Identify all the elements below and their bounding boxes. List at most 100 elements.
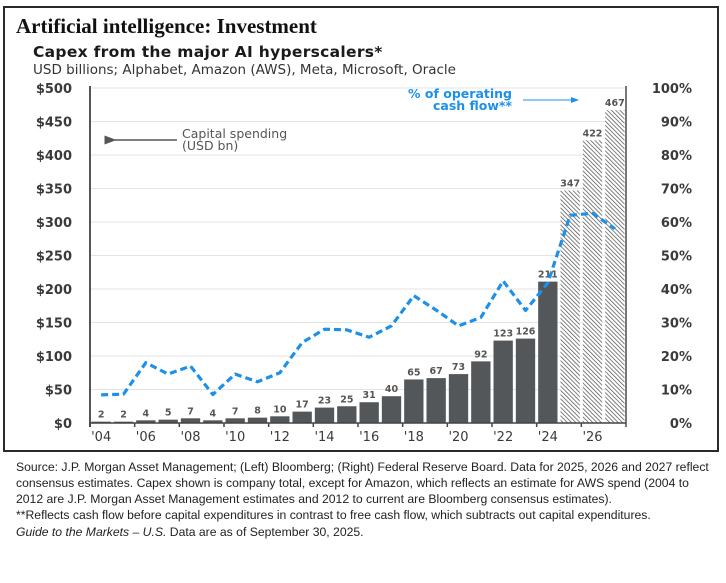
bar-value-label: 126 (516, 327, 536, 338)
y-right-tick-label: 20% (661, 350, 692, 365)
bar-value-label: 7 (232, 406, 239, 417)
bar-estimate (605, 110, 625, 424)
x-tick-label: '16 (359, 430, 379, 445)
chart-subtitle: USD billions; Alphabet, Amazon (AWS), Me… (33, 62, 456, 78)
bar (337, 406, 357, 423)
bar (314, 407, 335, 423)
y-right-tick-label: 50% (661, 250, 692, 265)
y-left-tick-label: $250 (36, 250, 72, 265)
bar (471, 361, 491, 423)
chart-title: Capex from the major AI hyperscalers* (33, 43, 383, 61)
bar-value-label: 67 (430, 366, 443, 377)
capital-spending-label: Capital spending (182, 126, 287, 141)
bar (359, 402, 379, 423)
data-as-of: Data are as of September 30, 2025. (166, 525, 364, 539)
bar-value-label: 25 (340, 394, 353, 405)
bar (515, 338, 536, 423)
bar (158, 419, 178, 423)
bar (493, 340, 513, 423)
bar-value-label: 65 (407, 367, 420, 378)
y-right-tick-label: 90% (661, 116, 692, 131)
x-tick-label: '22 (493, 430, 513, 445)
bar-value-label: 40 (385, 384, 399, 395)
bar-value-label: 23 (318, 396, 331, 407)
bar-value-label: 92 (474, 349, 487, 360)
footnotes: Source: J.P. Morgan Asset Management; (L… (16, 459, 716, 540)
bar (203, 420, 223, 423)
bar (270, 416, 290, 423)
y-right-tick-label: 70% (661, 183, 692, 198)
x-tick-label: '10 (225, 430, 245, 445)
cash-flow-label-line2: cash flow** (433, 98, 512, 113)
bar (180, 418, 201, 423)
bar-value-label: 347 (560, 179, 580, 190)
bar-value-label: 2 (120, 410, 127, 421)
bar (538, 281, 558, 423)
capital-spending-annotation: Capital spending (USD bn) (104, 126, 287, 153)
bar-value-label: 10 (273, 404, 287, 415)
x-tick-label: '06 (136, 430, 156, 445)
bar (426, 378, 446, 423)
x-tick-label: '26 (582, 430, 602, 445)
bar-value-label: 2 (98, 410, 105, 421)
x-tick-label: '08 (180, 430, 200, 445)
bar-value-label: 8 (254, 406, 261, 417)
bar-value-label: 5 (165, 408, 172, 419)
x-tick-label: '04 (91, 430, 111, 445)
bar (381, 396, 402, 423)
y-right-tick-label: 100% (652, 82, 692, 97)
bar-value-label: 422 (583, 128, 603, 139)
bar-value-label: 123 (493, 329, 513, 340)
x-axis-ticks: '04 '06 '08 '10 '12 '14 '16 '18 '20 '22 '24 '26 (89, 423, 603, 445)
y-right-tick-label: 40% (661, 283, 692, 298)
y-left-tick-label: $150 (36, 317, 72, 332)
y-left-tick-label: $0 (54, 417, 72, 432)
x-tick-label: '24 (538, 430, 558, 445)
cash-flow-line (101, 211, 616, 397)
page-title: Artificial intelligence: Investment (16, 14, 317, 38)
bar-value-label: 17 (296, 400, 309, 411)
cash-flow-note: **Reflects cash flow before capital expe… (16, 508, 651, 522)
y-right-tick-label: 60% (661, 216, 692, 231)
bar (225, 418, 245, 423)
gridlines (90, 87, 626, 390)
y-left-tick-label: $500 (36, 82, 72, 97)
y-left-tick-label: $450 (36, 116, 72, 131)
bar-value-label: 31 (363, 390, 376, 401)
y-axis-left-ticks: $0 $50 $100 $150 $200 $250 $300 $350 $400 $450 $50… (36, 82, 72, 432)
y-left-tick-label: $350 (36, 183, 72, 198)
bar-value-label: 4 (210, 408, 217, 419)
bar-series (91, 110, 625, 424)
y-left-tick-label: $400 (36, 149, 72, 164)
guide-title: Guide to the Markets – U.S. (16, 525, 167, 539)
bar-value-label: 211 (538, 270, 558, 281)
bar-value-label: 467 (605, 98, 625, 109)
y-left-tick-label: $50 (45, 384, 72, 399)
bar (404, 379, 424, 423)
bar-estimate (560, 190, 580, 423)
x-tick-label: '20 (448, 430, 468, 445)
bar-labels: 2 2 4 5 7 4 7 8 10 17 23 25 31 40 65 67 73 92 123 126 211 347… (98, 98, 625, 421)
y-left-tick-label: $200 (36, 283, 72, 298)
bar (136, 420, 156, 423)
y-right-tick-label: 10% (661, 384, 692, 399)
capital-spending-unit-label: (USD bn) (182, 138, 238, 153)
x-tick-label: '14 (314, 430, 334, 445)
bar-estimate (582, 140, 603, 423)
bar (247, 417, 268, 423)
bar-value-label: 4 (143, 408, 150, 419)
y-right-tick-label: 80% (661, 149, 692, 164)
bar-value-label: 7 (187, 406, 194, 417)
x-tick-label: '12 (270, 430, 290, 445)
source-note: Source: J.P. Morgan Asset Management; (L… (16, 460, 709, 506)
bar (448, 374, 469, 423)
y-left-tick-label: $300 (36, 216, 72, 231)
cash-flow-label: % of operating (408, 86, 512, 101)
y-left-tick-label: $100 (36, 350, 72, 365)
data-date-note: Guide to the Markets – U.S. Data are as … (16, 524, 716, 540)
bar (292, 411, 312, 423)
x-tick-label: '18 (404, 430, 424, 445)
y-right-tick-label: 0% (670, 417, 692, 432)
y-axis-right-ticks: 0% 10% 20% 30% 40% 50% 60% 70% 80% 90% 100% (652, 82, 692, 432)
y-right-tick-label: 30% (661, 317, 692, 332)
